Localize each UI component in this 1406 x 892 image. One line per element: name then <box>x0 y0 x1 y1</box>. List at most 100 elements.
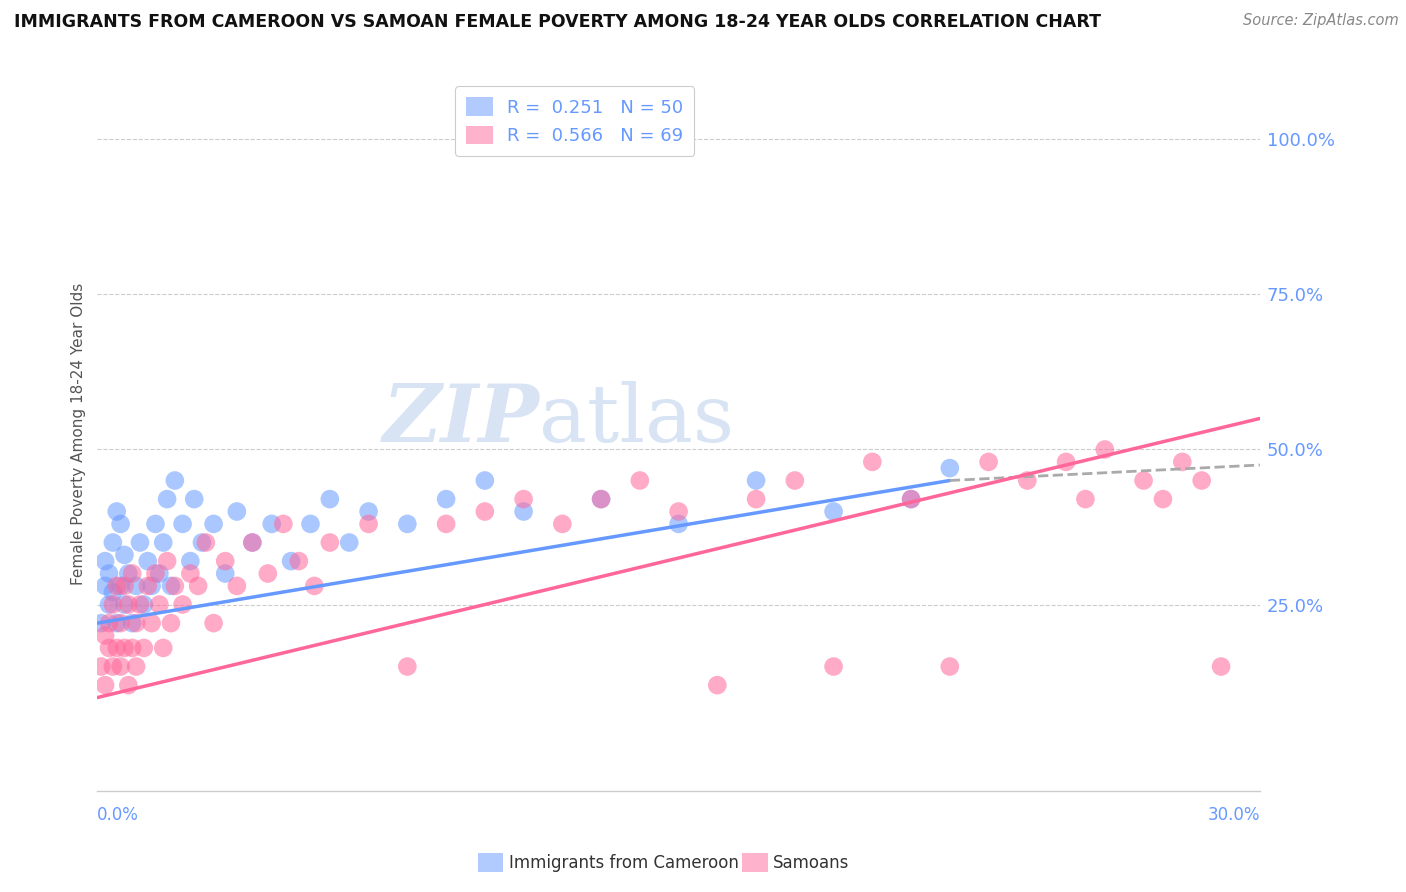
Point <box>163 474 186 488</box>
Point <box>148 566 170 581</box>
Point <box>240 535 263 549</box>
Point <box>98 640 121 655</box>
Text: Samoans: Samoans <box>773 854 849 871</box>
Point <box>860 455 883 469</box>
Point <box>977 455 1000 469</box>
Point <box>114 598 136 612</box>
Point <box>225 504 247 518</box>
Point <box>110 516 132 531</box>
Point <box>179 554 201 568</box>
Point <box>668 516 690 531</box>
Point <box>939 659 962 673</box>
Point <box>152 535 174 549</box>
Point <box>101 598 124 612</box>
Point <box>160 616 183 631</box>
Point <box>121 640 143 655</box>
Point <box>183 492 205 507</box>
Point <box>136 554 159 568</box>
Point <box>114 579 136 593</box>
Point <box>132 598 155 612</box>
Point <box>163 579 186 593</box>
Point <box>110 616 132 631</box>
Point <box>706 678 728 692</box>
Point <box>94 579 117 593</box>
Point <box>591 492 613 507</box>
Point <box>145 566 167 581</box>
Point <box>160 579 183 593</box>
Point <box>357 504 380 518</box>
Point <box>148 598 170 612</box>
Point <box>152 640 174 655</box>
Point <box>900 492 922 507</box>
Point <box>1094 442 1116 457</box>
Point <box>156 492 179 507</box>
Point <box>90 659 112 673</box>
Point <box>129 598 152 612</box>
Point <box>434 516 457 531</box>
Point <box>512 504 534 518</box>
Point <box>125 659 148 673</box>
Point <box>129 535 152 549</box>
Point <box>240 535 263 549</box>
Point <box>114 640 136 655</box>
Point <box>187 579 209 593</box>
Point <box>125 616 148 631</box>
Point <box>628 474 651 488</box>
Point <box>474 504 496 518</box>
Point <box>1191 474 1213 488</box>
Text: ZIP: ZIP <box>382 381 538 458</box>
Legend: R =  0.251   N = 50, R =  0.566   N = 69: R = 0.251 N = 50, R = 0.566 N = 69 <box>456 87 695 156</box>
Point <box>117 678 139 692</box>
Point <box>1017 474 1039 488</box>
Point <box>105 504 128 518</box>
Point <box>121 566 143 581</box>
Point <box>1209 659 1232 673</box>
Point <box>396 659 419 673</box>
Point <box>591 492 613 507</box>
Point <box>117 598 139 612</box>
Point <box>101 585 124 599</box>
Point <box>110 579 132 593</box>
Point <box>132 640 155 655</box>
Point <box>288 554 311 568</box>
Point <box>214 566 236 581</box>
Point <box>105 640 128 655</box>
Point <box>94 554 117 568</box>
Point <box>194 535 217 549</box>
Point <box>900 492 922 507</box>
Point <box>191 535 214 549</box>
Y-axis label: Female Poverty Among 18-24 Year Olds: Female Poverty Among 18-24 Year Olds <box>72 283 86 585</box>
Point <box>214 554 236 568</box>
Point <box>434 492 457 507</box>
Point <box>117 566 139 581</box>
Point <box>225 579 247 593</box>
Point <box>319 535 342 549</box>
Point <box>260 516 283 531</box>
Point <box>156 554 179 568</box>
Point <box>939 461 962 475</box>
Point <box>141 616 163 631</box>
Point <box>745 492 768 507</box>
Point <box>396 516 419 531</box>
Point <box>114 548 136 562</box>
Point <box>172 598 194 612</box>
Point <box>474 474 496 488</box>
Point <box>98 598 121 612</box>
Point <box>105 616 128 631</box>
Point <box>202 516 225 531</box>
Point <box>1132 474 1154 488</box>
Point <box>110 659 132 673</box>
Point <box>179 566 201 581</box>
Text: atlas: atlas <box>538 381 734 458</box>
Point <box>136 579 159 593</box>
Text: 0.0%: 0.0% <box>97 806 139 824</box>
Point <box>823 659 845 673</box>
Point <box>668 504 690 518</box>
Point <box>202 616 225 631</box>
Point <box>551 516 574 531</box>
Text: 30.0%: 30.0% <box>1208 806 1260 824</box>
Point <box>90 616 112 631</box>
Text: IMMIGRANTS FROM CAMEROON VS SAMOAN FEMALE POVERTY AMONG 18-24 YEAR OLDS CORRELAT: IMMIGRANTS FROM CAMEROON VS SAMOAN FEMAL… <box>14 13 1101 31</box>
Point <box>1152 492 1174 507</box>
Point <box>145 516 167 531</box>
